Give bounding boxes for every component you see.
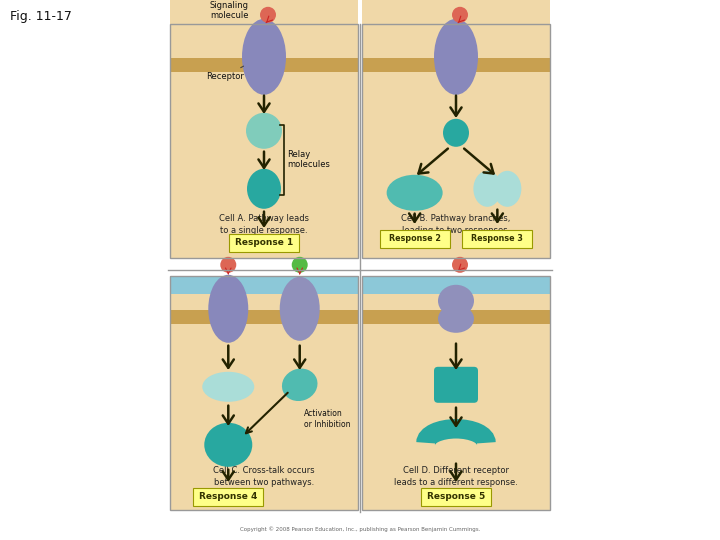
Ellipse shape <box>292 257 307 273</box>
Bar <box>362 0 550 258</box>
Text: Response 1: Response 1 <box>235 238 293 247</box>
Text: Response 4: Response 4 <box>199 492 258 501</box>
Ellipse shape <box>202 372 254 402</box>
Bar <box>170 276 358 510</box>
Ellipse shape <box>247 169 281 209</box>
Text: Copyright © 2008 Pearson Education, Inc., publishing as Pearson Benjamin Cumming: Copyright © 2008 Pearson Education, Inc.… <box>240 526 480 532</box>
Ellipse shape <box>280 277 320 341</box>
FancyBboxPatch shape <box>379 230 449 248</box>
Bar <box>170 310 358 325</box>
Ellipse shape <box>452 257 468 273</box>
Bar <box>362 276 550 510</box>
Text: Response 2: Response 2 <box>389 234 441 244</box>
Bar <box>362 294 550 510</box>
Bar <box>362 24 550 258</box>
Ellipse shape <box>473 171 501 207</box>
Ellipse shape <box>220 257 236 273</box>
FancyBboxPatch shape <box>462 230 532 248</box>
FancyBboxPatch shape <box>229 234 299 252</box>
Ellipse shape <box>242 19 286 95</box>
Bar <box>170 58 358 72</box>
FancyBboxPatch shape <box>421 488 491 506</box>
Text: Relay
molecules: Relay molecules <box>287 150 330 170</box>
Ellipse shape <box>443 119 469 147</box>
Text: Cell A. Pathway leads
to a single response.: Cell A. Pathway leads to a single respon… <box>219 214 309 235</box>
Text: Fig. 11-17: Fig. 11-17 <box>10 10 72 23</box>
Bar <box>362 310 550 325</box>
FancyBboxPatch shape <box>193 488 264 506</box>
Bar <box>362 276 550 318</box>
Bar <box>170 0 358 258</box>
Bar <box>362 58 550 72</box>
Text: Cell D. Different receptor
leads to a different response.: Cell D. Different receptor leads to a di… <box>394 466 518 487</box>
Bar <box>362 24 550 66</box>
Text: Cell B. Pathway branches,
leading to two responses.: Cell B. Pathway branches, leading to two… <box>401 214 510 235</box>
Text: Response 5: Response 5 <box>427 492 485 501</box>
Ellipse shape <box>434 19 478 95</box>
Ellipse shape <box>246 113 282 149</box>
Ellipse shape <box>282 369 318 401</box>
Ellipse shape <box>260 7 276 23</box>
Ellipse shape <box>493 171 521 207</box>
Text: Cell C. Cross-talk occurs
between two pathways.: Cell C. Cross-talk occurs between two pa… <box>213 466 315 487</box>
FancyBboxPatch shape <box>434 367 478 403</box>
Ellipse shape <box>204 423 252 467</box>
Text: Signaling
molecule: Signaling molecule <box>210 1 249 21</box>
Ellipse shape <box>452 7 468 23</box>
Ellipse shape <box>208 275 248 343</box>
Bar <box>170 276 358 318</box>
Ellipse shape <box>438 305 474 333</box>
Text: Response 3: Response 3 <box>472 234 523 244</box>
Bar <box>170 294 358 510</box>
Bar <box>170 24 358 258</box>
Text: Activation
or Inhibition: Activation or Inhibition <box>304 409 350 429</box>
Bar <box>170 24 358 66</box>
Ellipse shape <box>438 285 474 317</box>
Ellipse shape <box>387 175 443 211</box>
Text: Receptor: Receptor <box>206 66 244 81</box>
